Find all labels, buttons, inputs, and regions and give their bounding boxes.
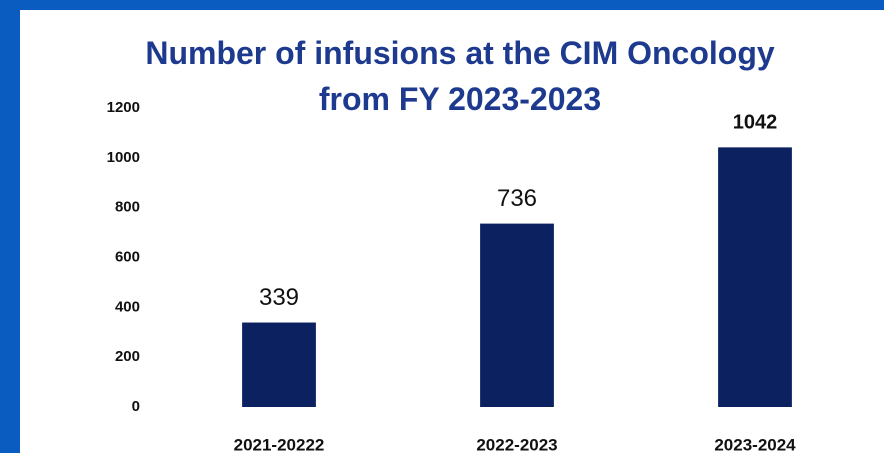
y-tick-label: 200 xyxy=(115,348,140,365)
x-tick-label: 2022-2023 xyxy=(476,435,557,453)
y-tick-label: 400 xyxy=(115,298,140,315)
bar xyxy=(242,322,316,407)
value-label: 1042 xyxy=(733,112,778,134)
chart-title: Number of infusions at the CIM Oncology … xyxy=(145,35,775,117)
x-tick-label: 2021-20222 xyxy=(234,435,325,453)
y-tick-label: 800 xyxy=(115,199,140,216)
bar xyxy=(480,223,554,407)
y-tick-label: 0 xyxy=(132,398,140,415)
y-tick-label: 1000 xyxy=(107,149,140,166)
bar xyxy=(718,147,792,407)
value-label: 736 xyxy=(497,185,537,212)
y-tick-label: 600 xyxy=(115,248,140,265)
x-tick-label: 2023-2024 xyxy=(714,435,796,453)
value-label: 339 xyxy=(259,284,299,311)
y-tick-label: 1200 xyxy=(107,99,140,116)
